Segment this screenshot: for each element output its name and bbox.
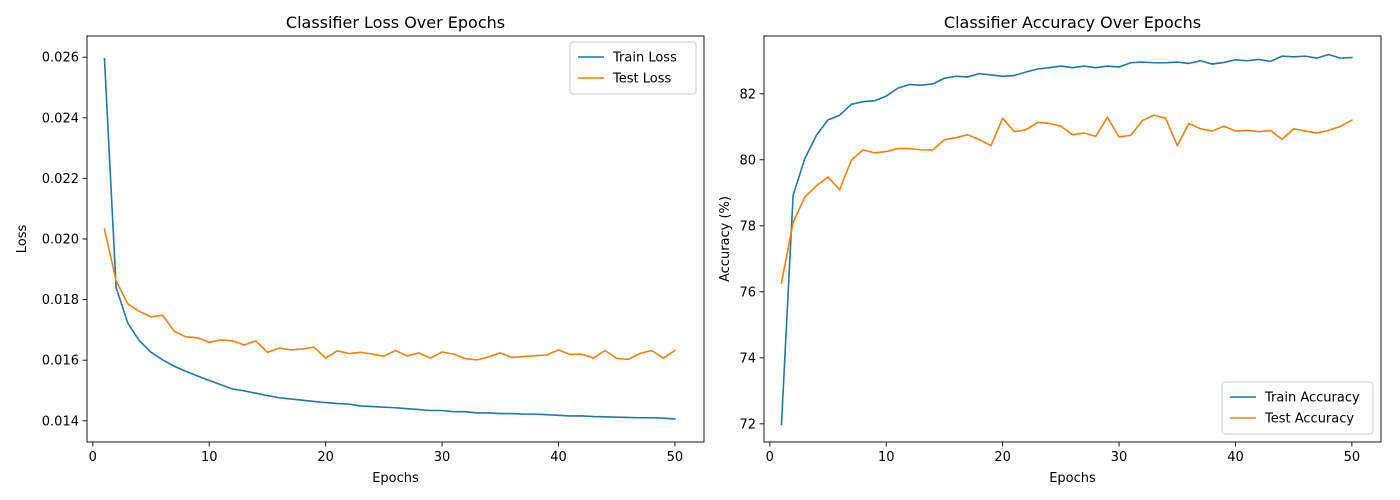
- chart2-xtick-label: 20: [994, 450, 1011, 465]
- chart2-legend-label: Train Accuracy: [1264, 391, 1360, 406]
- chart1-xtick-label: 20: [317, 450, 334, 465]
- chart1-xtick-label: 50: [667, 450, 684, 465]
- chart1-axes-frame: [86, 35, 705, 443]
- chart2-ytick-label: 78: [739, 219, 756, 234]
- chart1-legend: Train Loss Test Loss: [569, 41, 697, 95]
- chart1-title: Classifier Loss Over Epochs: [286, 13, 505, 32]
- chart2-ytick-label: 76: [739, 285, 756, 300]
- chart2-series-test-accuracy-line: [780, 114, 1353, 284]
- chart1-ylabel: Loss: [15, 225, 30, 254]
- chart1-series-train-loss-line: [103, 57, 676, 420]
- chart2-axes-frame: [763, 35, 1382, 443]
- chart1-legend-box: [569, 41, 697, 95]
- chart2-xtick-label: 0: [766, 450, 774, 465]
- chart1-legend-label: Train Loss: [612, 51, 677, 66]
- chart2-legend-box: [1221, 381, 1374, 435]
- chart2-legend-label: Test Accuracy: [1264, 412, 1354, 427]
- chart2-xtick-label: 50: [1344, 450, 1361, 465]
- chart2-xlabel: Epochs: [1049, 471, 1096, 486]
- chart1-xtick-label: 30: [434, 450, 451, 465]
- chart2-ytick-label: 74: [739, 351, 756, 366]
- chart1-ytick-label: 0.018: [42, 293, 79, 308]
- chart2-group: Classifier Accuracy Over Epochs 0 10 20 30 40…: [718, 13, 1382, 486]
- chart1-ytick-label: 0.020: [42, 233, 79, 248]
- chart2-ylabel: Accuracy (%): [718, 196, 733, 282]
- chart2-xtick-label: 10: [878, 450, 895, 465]
- chart2-title: Classifier Accuracy Over Epochs: [944, 13, 1201, 32]
- chart1-xlabel: Epochs: [372, 471, 419, 486]
- chart1-group: Classifier Loss Over Epochs 0 10 20 30 40 50 0.…: [15, 13, 705, 486]
- chart2-legend: Train Accuracy Test Accuracy: [1221, 381, 1374, 435]
- chart1-series-test-loss-line: [103, 228, 677, 361]
- chart1-ytick-label: 0.016: [42, 354, 79, 369]
- chart1-ytick-label: 0.014: [42, 414, 79, 429]
- chart1-legend-label: Test Loss: [612, 72, 671, 87]
- chart1-xtick-label: 10: [201, 450, 218, 465]
- chart1-ytick-label: 0.022: [42, 172, 79, 187]
- chart2-xtick-label: 30: [1111, 450, 1128, 465]
- chart2-xtick-label: 40: [1227, 450, 1244, 465]
- chart1-xtick-label: 40: [550, 450, 567, 465]
- chart2-ytick-label: 72: [739, 417, 756, 432]
- chart1-ytick-label: 0.026: [42, 51, 79, 66]
- chart2-ytick-label: 82: [739, 87, 756, 102]
- chart1-xtick-label: 0: [89, 450, 97, 465]
- chart1-ytick-label: 0.024: [42, 111, 79, 126]
- chart2-series-train-accuracy-line: [780, 53, 1353, 426]
- chart2-ytick-label: 80: [739, 153, 756, 168]
